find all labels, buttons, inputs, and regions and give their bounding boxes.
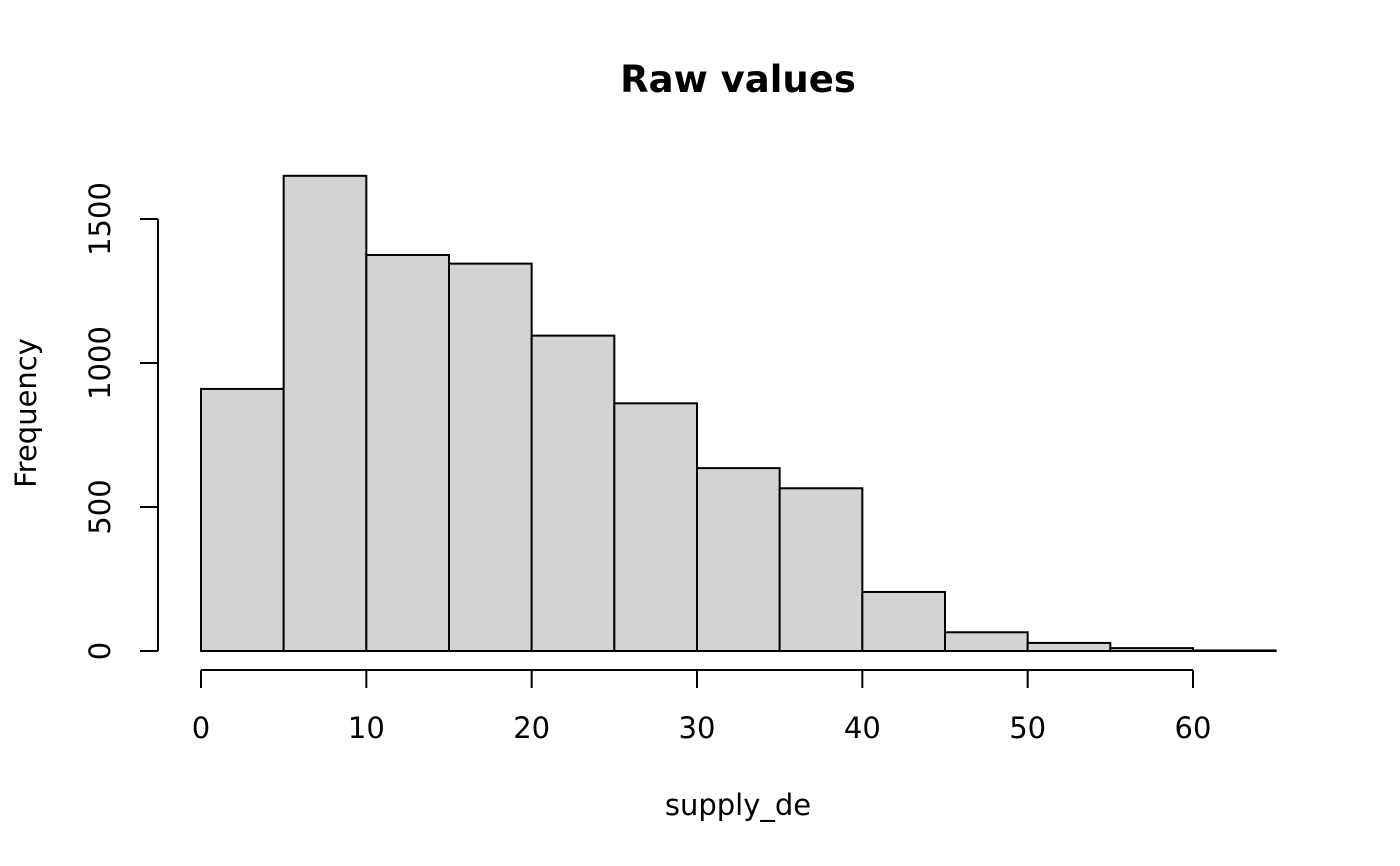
x-tick-label: 0 [192, 711, 210, 745]
histogram-bar [448, 262, 533, 652]
histogram-bars [200, 174, 1277, 653]
histogram-bar [944, 631, 1029, 653]
x-tick-label: 60 [1175, 711, 1212, 745]
x-tick-label: 20 [513, 711, 550, 745]
x-axis: 0 10 20 30 40 50 60 [192, 669, 1212, 745]
y-tick-label: 1500 [83, 182, 117, 256]
x-tick-label: 50 [1009, 711, 1046, 745]
histogram-bar [1109, 647, 1195, 652]
histogram-bar [1192, 649, 1277, 653]
x-axis-ticks: 0 10 20 30 40 50 60 [192, 670, 1212, 745]
y-tick-label: 1000 [83, 326, 117, 400]
y-tick-label: 500 [83, 479, 117, 534]
x-tick-label: 30 [679, 711, 716, 745]
histogram-bar [282, 174, 368, 653]
histogram-bar [1026, 641, 1112, 652]
y-axis-ticks: 0 500 1000 1500 [83, 182, 158, 660]
x-axis-label: supply_de [665, 788, 811, 822]
histogram-bar [530, 334, 616, 652]
histogram-bar [778, 487, 864, 652]
y-axis-label: Frequency [9, 338, 43, 488]
histogram-bar [861, 590, 946, 653]
y-tick-label: 0 [83, 642, 117, 660]
histogram-bar [613, 402, 698, 652]
x-tick-label: 40 [844, 711, 881, 745]
histogram-bar [365, 254, 451, 652]
histogram-bar [696, 467, 781, 652]
x-tick-label: 10 [348, 711, 385, 745]
histogram-bar [200, 387, 285, 652]
y-axis: 0 500 1000 1500 [83, 182, 159, 660]
chart-title: Raw values [620, 58, 856, 101]
